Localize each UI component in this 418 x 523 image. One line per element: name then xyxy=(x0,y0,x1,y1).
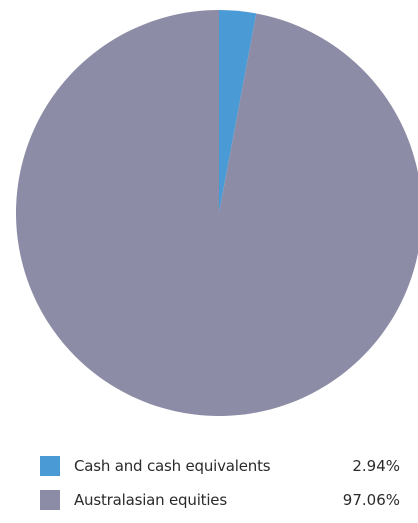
legend-label-cash: Cash and cash equivalents xyxy=(74,457,271,475)
legend-swatch-equities xyxy=(40,490,60,510)
pie-chart xyxy=(16,10,418,416)
legend-item-cash: Cash and cash equivalents 2.94% xyxy=(40,455,400,477)
pie-slice-equities xyxy=(16,10,418,416)
legend-label-equities: Australasian equities xyxy=(74,491,227,509)
legend: Cash and cash equivalents 2.94% Australa… xyxy=(40,455,400,523)
legend-value-cash: 2.94% xyxy=(352,457,400,475)
pie-slice-cash xyxy=(219,10,257,213)
legend-item-equities: Australasian equities 97.06% xyxy=(40,489,400,511)
legend-swatch-cash xyxy=(40,456,60,476)
legend-value-equities: 97.06% xyxy=(342,491,400,509)
